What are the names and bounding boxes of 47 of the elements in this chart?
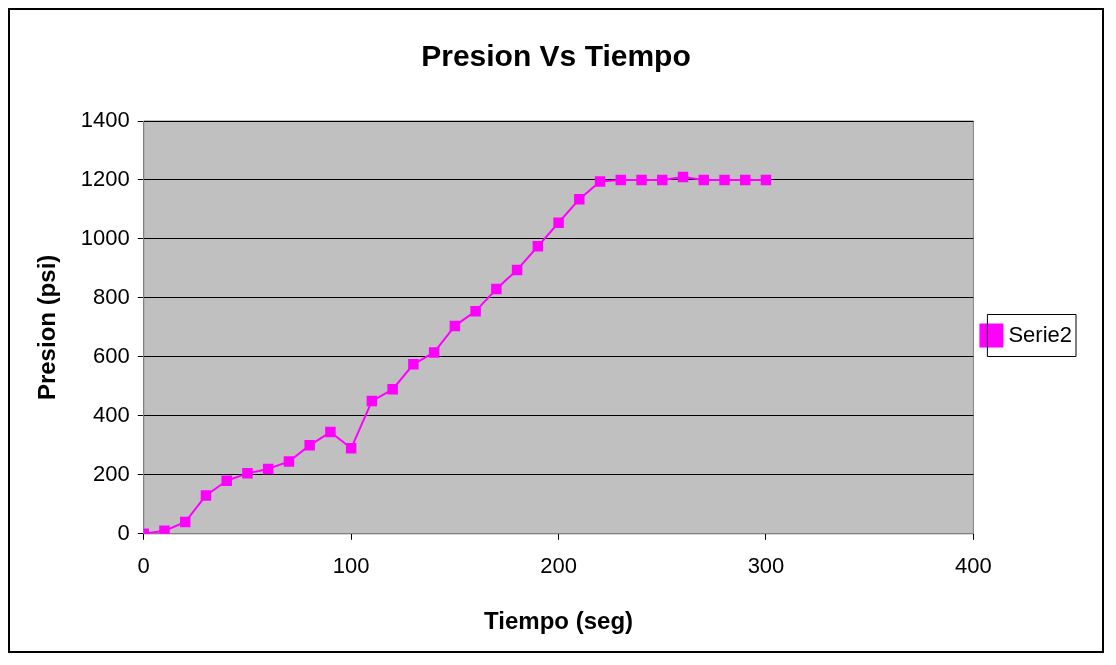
point: [283, 456, 295, 467]
point: [491, 283, 502, 295]
point: [677, 171, 689, 183]
point: [719, 174, 730, 186]
point: [657, 174, 668, 186]
point: [179, 516, 191, 528]
x-axis-title: Tiempo (seg): [484, 607, 634, 635]
point: [428, 347, 440, 358]
y-tick-label: 200: [93, 460, 130, 486]
point: [553, 217, 564, 228]
point: [574, 193, 585, 205]
point: [760, 174, 772, 186]
y-tick-label: 600: [93, 342, 130, 368]
point: [740, 174, 751, 186]
x-tick-label: 100: [332, 553, 370, 579]
point: [511, 264, 523, 276]
y-tick-label: 800: [93, 283, 130, 309]
point: [159, 525, 170, 534]
point: [242, 468, 253, 479]
y-tick-label: 1200: [80, 166, 130, 192]
point: [470, 305, 481, 317]
point: [262, 463, 274, 475]
point: [387, 384, 398, 395]
point: [304, 440, 315, 451]
point: [221, 475, 232, 486]
y-tick-label: 0: [117, 519, 130, 545]
x-tick-label: 200: [540, 553, 577, 579]
legend-label: Serie2: [1008, 321, 1072, 347]
point: [532, 241, 544, 252]
x-tick-label: 300: [747, 553, 785, 579]
point: [449, 320, 461, 332]
chart-title: Presion Vs Tiempo: [421, 39, 691, 73]
point: [325, 426, 336, 438]
x-tick-label: 0: [137, 553, 150, 579]
x-tick-label: 400: [955, 553, 992, 579]
y-axis-title: Presion (psi): [33, 254, 61, 401]
point: [345, 443, 357, 454]
y-tick-label: 1000: [80, 225, 130, 251]
point: [615, 174, 627, 186]
point: [698, 174, 710, 186]
point: [366, 395, 378, 407]
point: [636, 174, 647, 186]
y-tick-label: 1400: [80, 107, 130, 133]
point: [594, 176, 606, 187]
point: [200, 490, 212, 501]
y-tick-label: 400: [93, 401, 130, 427]
point: [408, 359, 419, 370]
